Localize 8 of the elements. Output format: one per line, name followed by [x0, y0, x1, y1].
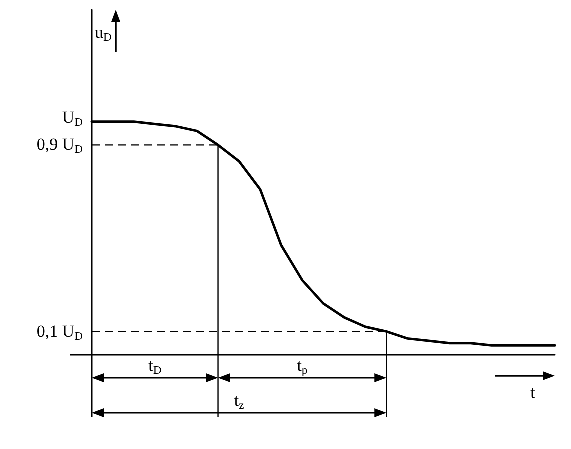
text: U$_{D}$: [61, 108, 84, 130]
x-axis-title: t: [530, 383, 536, 402]
ref-line-label: 0,9 U$_{D}$: [36, 135, 84, 156]
text: t$_{p}$: [296, 356, 309, 378]
text: t$_{z}$: [233, 391, 246, 412]
y-axis-title: u$_{D}$: [94, 23, 113, 44]
text: t$_{D}$: [148, 356, 163, 378]
ref-line-label: 0,1 U$_{D}$: [36, 322, 84, 343]
